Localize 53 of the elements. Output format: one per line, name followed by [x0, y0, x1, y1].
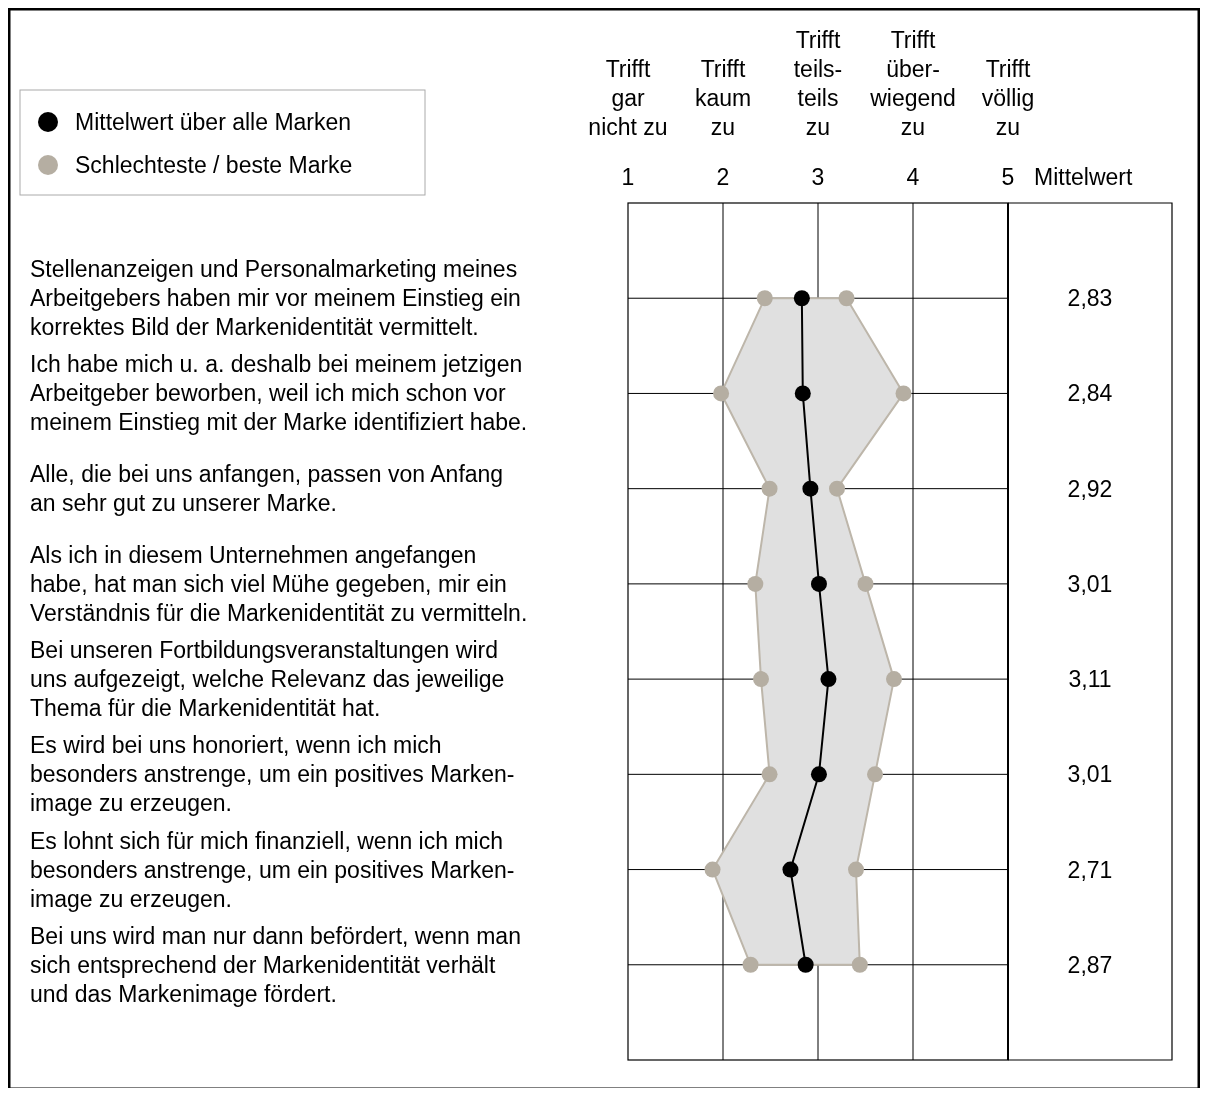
data-label: 2,92: [1067, 475, 1113, 502]
data-label: 3,01: [1067, 761, 1113, 788]
x-tick-label: 4: [906, 164, 920, 190]
legend-label: Schlechteste / beste Marke: [75, 152, 353, 178]
x-tick-label: 3: [811, 164, 825, 190]
point: [810, 575, 827, 592]
text: Trifft gar nicht zu: [588, 56, 668, 140]
point: [782, 861, 799, 878]
x-tick-label: 1: [621, 164, 635, 190]
x-tick-label: 2: [716, 164, 730, 190]
text: Trifft völlig zu: [981, 56, 1035, 140]
point: [747, 575, 764, 592]
point: [886, 671, 902, 688]
point: [857, 575, 874, 592]
point: [802, 480, 819, 497]
data-label: 3,01: [1067, 570, 1113, 597]
point: [794, 385, 811, 402]
x-tick-label: 5: [1001, 164, 1015, 190]
point: [713, 385, 730, 402]
point: [761, 766, 778, 783]
text: Trifft über- wiegend zu: [869, 27, 956, 140]
y-tick-label: Ich habe mich u. a. deshalb bei meinem jetzigen Arbeitgeber beworben, weil ich mich schon vor meinem Einstieg mit der Marke identifiziert habe.: [30, 351, 528, 436]
y-tick-label: Bei unseren Fortbildungsveranstaltungen wird uns aufgezeigt, welche Relevanz das jeweilige Thema für die Markenidentität hat.: [30, 637, 505, 722]
point: [851, 956, 868, 973]
point: [761, 480, 778, 497]
data-label: 2,84: [1067, 380, 1113, 407]
y-tick-label: Als ich in diesem Unternehmen angefangen habe, hat man sich viel Mühe gegeben, mir ein Verständnis für die Markenidentität zu vermitteln.: [30, 541, 528, 626]
point: [793, 290, 810, 307]
data-label: 3,11: [1068, 666, 1112, 693]
point: [829, 480, 845, 497]
point: [820, 671, 837, 688]
point: [838, 290, 855, 307]
point: [867, 766, 883, 783]
text: Trifft teils- teils zu: [793, 27, 843, 140]
data-label: 2,71: [1067, 856, 1113, 883]
y-tick-label: Alle, die bei uns anfangen, passen von Anfang an sehr gut zu unserer Marke.: [30, 461, 504, 517]
y-tick-label: Bei uns wird man nur dann befördert, wenn man sich entsprechend der Markenidentität verhält und das Markenimage fördert.: [30, 922, 521, 1007]
point: [704, 861, 721, 878]
y-tick-label: Es wird bei uns honoriert, wenn ich mich besonders anstrenge, um ein positives Marken- image zu erzeugen.: [30, 732, 515, 817]
point: [756, 290, 773, 307]
data-label: 2,83: [1067, 285, 1113, 312]
point: [810, 766, 827, 783]
text: Trifft kaum zu: [694, 56, 752, 140]
legend-label: Mittelwert über alle Marken: [75, 109, 352, 135]
text: Mittelwert: [1034, 164, 1134, 190]
point: [753, 671, 769, 688]
data-label: 2,87: [1067, 951, 1113, 978]
point: [848, 861, 864, 878]
y-tick-label: Stellenanzeigen und Personalmarketing meines Arbeitgebers haben mir vor meinem Einstieg ein korrektes Bild der Markenidentität vermittelt.: [30, 256, 521, 341]
point: [742, 956, 759, 973]
y-tick-label: Es lohnt sich für mich finanziell, wenn ich mich besonders anstrenge, um ein positives Marken- image zu erzeugen.: [30, 827, 515, 912]
point: [895, 385, 912, 402]
point: [797, 956, 814, 973]
